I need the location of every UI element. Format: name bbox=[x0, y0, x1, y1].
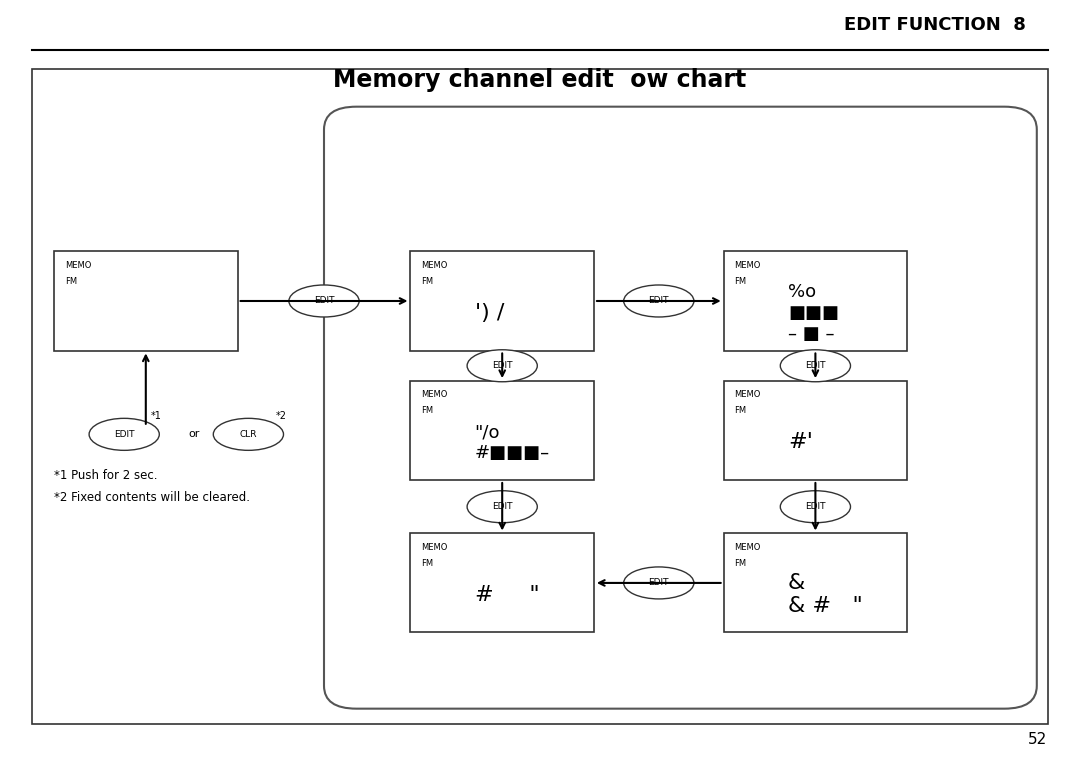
Ellipse shape bbox=[468, 350, 538, 382]
Text: 52: 52 bbox=[1028, 732, 1048, 747]
Ellipse shape bbox=[213, 418, 283, 450]
Text: EDIT: EDIT bbox=[649, 578, 669, 588]
Text: FM: FM bbox=[421, 559, 433, 568]
Ellipse shape bbox=[624, 285, 694, 317]
Text: MEMO: MEMO bbox=[421, 390, 447, 399]
Text: #': #' bbox=[788, 432, 813, 453]
Text: EDIT: EDIT bbox=[492, 502, 512, 511]
Text: %o
■■■
– ■ –: %o ■■■ – ■ – bbox=[788, 283, 839, 343]
Text: FM: FM bbox=[734, 559, 746, 568]
Text: MEMO: MEMO bbox=[734, 261, 760, 270]
FancyBboxPatch shape bbox=[410, 251, 594, 351]
Text: *2 Fixed contents will be cleared.: *2 Fixed contents will be cleared. bbox=[54, 491, 249, 504]
Text: EDIT: EDIT bbox=[649, 296, 669, 306]
Ellipse shape bbox=[468, 491, 538, 523]
Text: &
& #   ": & & # " bbox=[788, 573, 863, 616]
Text: *1 Push for 2 sec.: *1 Push for 2 sec. bbox=[54, 469, 158, 482]
Text: *1: *1 bbox=[151, 411, 162, 421]
Text: *2: *2 bbox=[275, 411, 286, 421]
FancyBboxPatch shape bbox=[724, 251, 907, 351]
Text: ') /: ') / bbox=[475, 303, 504, 323]
Text: MEMO: MEMO bbox=[421, 261, 447, 270]
Text: EDIT: EDIT bbox=[314, 296, 334, 306]
Ellipse shape bbox=[780, 491, 851, 523]
Text: FM: FM bbox=[65, 277, 77, 286]
Text: EDIT: EDIT bbox=[806, 502, 825, 511]
Ellipse shape bbox=[624, 567, 694, 599]
Text: MEMO: MEMO bbox=[65, 261, 91, 270]
Text: MEMO: MEMO bbox=[421, 543, 447, 552]
FancyBboxPatch shape bbox=[724, 381, 907, 480]
FancyBboxPatch shape bbox=[32, 69, 1048, 724]
Text: EDIT: EDIT bbox=[806, 361, 825, 370]
FancyBboxPatch shape bbox=[410, 381, 594, 480]
Text: EDIT: EDIT bbox=[492, 361, 512, 370]
Text: FM: FM bbox=[734, 406, 746, 415]
Text: EDIT FUNCTION  8: EDIT FUNCTION 8 bbox=[845, 16, 1026, 34]
Text: MEMO: MEMO bbox=[734, 543, 760, 552]
Text: #     ": # " bbox=[475, 584, 539, 605]
Text: or: or bbox=[189, 429, 200, 440]
FancyBboxPatch shape bbox=[324, 107, 1037, 709]
Text: FM: FM bbox=[734, 277, 746, 286]
FancyBboxPatch shape bbox=[410, 533, 594, 632]
Ellipse shape bbox=[89, 418, 160, 450]
Text: FM: FM bbox=[421, 277, 433, 286]
Text: EDIT: EDIT bbox=[114, 430, 134, 439]
Text: MEMO: MEMO bbox=[734, 390, 760, 399]
FancyBboxPatch shape bbox=[724, 533, 907, 632]
Text: FM: FM bbox=[421, 406, 433, 415]
Text: "/o
#■■■–: "/o #■■■– bbox=[475, 423, 550, 462]
Text: Memory channel edit  ow chart: Memory channel edit ow chart bbox=[334, 68, 746, 92]
Ellipse shape bbox=[289, 285, 360, 317]
Text: CLR: CLR bbox=[240, 430, 257, 439]
FancyBboxPatch shape bbox=[54, 251, 238, 351]
Ellipse shape bbox=[780, 350, 851, 382]
